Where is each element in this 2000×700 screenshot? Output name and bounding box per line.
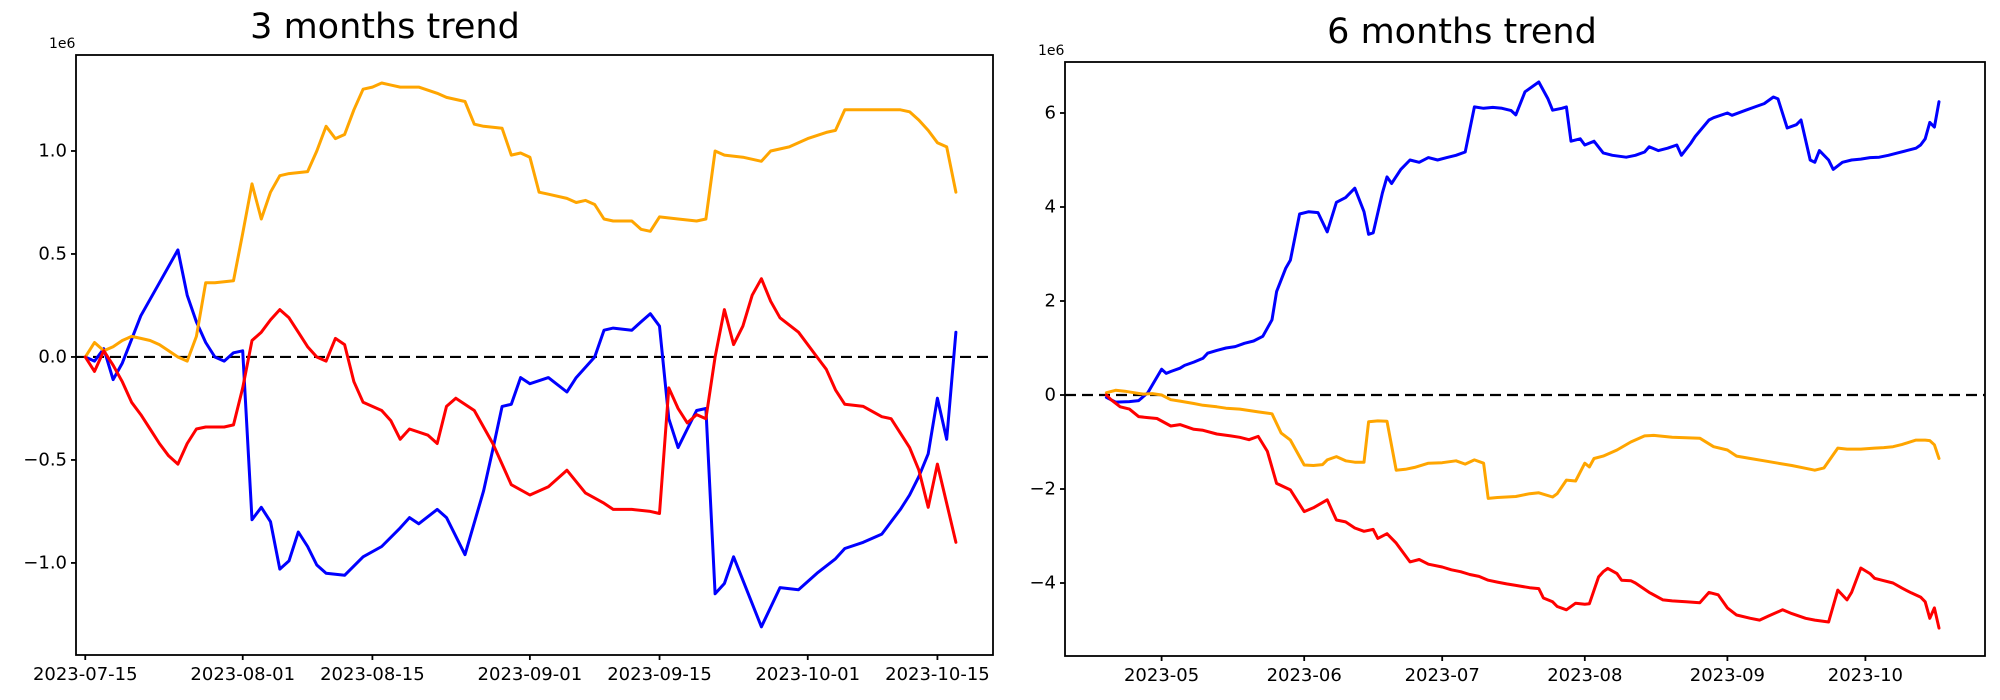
y-tick-label: 2: [1044, 290, 1056, 312]
x-tick-label: 2023-10-01: [755, 664, 861, 685]
y-axis-offset-label: 1e6: [49, 36, 76, 52]
axes-frame: [75, 54, 994, 656]
y-tick-label: 0.0: [38, 346, 67, 368]
x-tick-label: 2023-07-15: [32, 664, 138, 685]
y-tick-label: 0: [1044, 384, 1056, 406]
axes-frame: [1064, 61, 1986, 657]
x-tick-label: 2023-07: [1404, 665, 1480, 686]
x-tick-label: 2023-09-01: [477, 664, 583, 685]
series-orange-line: [83, 81, 958, 363]
x-tick-label: 2023-05: [1123, 665, 1200, 686]
y-tick-label: −1.0: [23, 552, 67, 574]
x-tick-label: 2023-09-15: [607, 664, 712, 685]
plot-area-6-months: [1060, 61, 1986, 661]
y-tick-label: 0.5: [38, 243, 67, 265]
chart-title-3-months: 3 months trend: [250, 7, 520, 47]
series-red-line: [83, 277, 958, 544]
series-blue-line: [83, 248, 958, 629]
series-red-line: [1104, 393, 1941, 630]
x-tick-label: 2023-09: [1689, 665, 1765, 686]
y-tick-label: 1.0: [38, 140, 67, 162]
y-tick-label: −2: [1029, 478, 1056, 500]
plot-area-3-months: [71, 54, 994, 660]
x-tick-label: 2023-10: [1827, 665, 1903, 686]
y-tick-label: −0.5: [23, 449, 67, 471]
y-axis-offset-label: 1e6: [1038, 43, 1065, 59]
y-tick-label: 4: [1044, 196, 1056, 218]
series-orange-line: [1104, 388, 1941, 500]
x-tick-label: 2023-08-01: [190, 664, 296, 685]
y-tick-label: −4: [1029, 572, 1056, 594]
series-blue-line: [1104, 80, 1941, 404]
x-tick-label: 2023-06: [1266, 665, 1342, 686]
x-tick-label: 2023-08: [1547, 665, 1623, 686]
y-tick-label: 6: [1044, 102, 1056, 124]
x-tick-label: 2023-08-15: [320, 664, 425, 685]
x-tick-label: 2023-10-15: [885, 664, 990, 685]
chart-title-6-months: 6 months trend: [1327, 12, 1597, 52]
